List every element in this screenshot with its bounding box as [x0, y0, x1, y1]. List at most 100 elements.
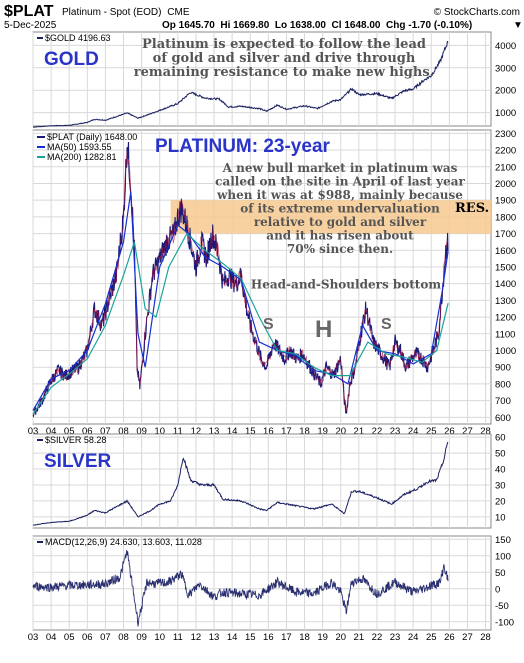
y-tick-label: 1500 — [495, 262, 516, 273]
y-tick-label: 1300 — [495, 296, 516, 307]
y-tick-label: 30 — [495, 480, 506, 491]
y-tick-label: 60 — [495, 433, 506, 444]
y-tick-label: 2000 — [495, 179, 516, 190]
panel-title-platinum: PLATINUM: 23-year — [155, 136, 331, 157]
ohlc-readout: Op 1645.70 Hi 1669.80 Lo 1638.00 Cl 1648… — [162, 20, 472, 31]
x-tick-label: 16 — [263, 426, 274, 437]
x-tick-label: 25 — [426, 426, 437, 437]
x-tick-label: 23 — [390, 632, 401, 643]
annotation-line: 70% since then. — [287, 242, 393, 256]
x-tick-label: 04 — [46, 426, 57, 437]
x-tick-label: 09 — [136, 426, 147, 437]
brand-label: © StockCharts.com — [434, 7, 520, 18]
series-line-ma50 — [32, 191, 449, 411]
x-tick-label: 13 — [209, 426, 220, 437]
date-label: 5-Dec-2025 — [4, 20, 57, 31]
y-tick-label: 50 — [495, 568, 506, 579]
x-tick-label: 11 — [173, 426, 183, 437]
series-line-plat — [32, 141, 449, 418]
x-tick-label: 16 — [263, 632, 274, 643]
legend-entry: $SILVER 58.28 — [45, 435, 106, 445]
x-tick-label: 03 — [28, 632, 39, 643]
x-tick-label: 25 — [426, 632, 437, 643]
x-tick-label: 20 — [335, 632, 346, 643]
x-tick-label: 27 — [462, 426, 473, 437]
panel-title-silver: SILVER — [44, 451, 111, 472]
x-tick-label: 17 — [281, 632, 292, 643]
x-tick-label: 05 — [64, 426, 75, 437]
x-tick-label: 10 — [154, 632, 165, 643]
annotation-line: when it was at $988, mainly because — [216, 188, 463, 202]
y-tick-label: 1100 — [495, 329, 515, 340]
y-tick-label: -50 — [495, 601, 509, 612]
series-line-silver — [33, 441, 449, 526]
legend-entry: $PLAT (Daily) 1648.00 — [47, 132, 137, 142]
instrument-name: Platinum - Spot (EOD) CME — [62, 7, 190, 18]
y-tick-label: 1400 — [495, 279, 516, 290]
y-tick-label: 1900 — [495, 196, 516, 207]
x-tick-label: 11 — [173, 632, 183, 643]
x-tick-label: 05 — [64, 632, 75, 643]
x-tick-label: 26 — [444, 426, 455, 437]
y-tick-label: 2100 — [495, 162, 516, 173]
down-marker-icon: ▼ — [513, 20, 523, 31]
annotation-line: Platinum is expected to follow the lead — [142, 37, 426, 52]
x-tick-label: 22 — [372, 426, 383, 437]
resistance-band — [170, 200, 491, 234]
y-tick-label: 1800 — [495, 212, 516, 223]
x-tick-label: 24 — [408, 426, 419, 437]
x-tick-label: 03 — [28, 426, 39, 437]
y-tick-label: 600 — [495, 413, 511, 424]
pattern-mark-right-shoulder: S — [381, 316, 392, 333]
x-tick-label: 27 — [462, 632, 473, 643]
x-tick-label: 13 — [209, 632, 220, 643]
x-tick-label: 19 — [317, 632, 328, 643]
y-tick-label: 2300 — [495, 129, 516, 140]
y-tick-label: 40 — [495, 465, 506, 476]
y-tick-label: 4000 — [495, 41, 516, 52]
legend-entry: MA(200) 1282.81 — [47, 152, 117, 162]
legend-entry: MACD(12,26,9) 24.630, 13.603, 11.028 — [45, 537, 202, 547]
y-tick-label: -100 — [495, 617, 514, 628]
x-tick-label: 06 — [82, 632, 93, 643]
y-tick-label: 10 — [495, 512, 506, 523]
y-tick-label: 800 — [495, 379, 511, 390]
annotation-line: of gold and silver and drive through — [153, 51, 416, 66]
x-tick-label: 26 — [444, 632, 455, 643]
y-tick-label: 150 — [495, 535, 511, 546]
panel-frame-gold — [32, 31, 492, 127]
x-tick-label: 15 — [245, 426, 256, 437]
annotation-line: of its extreme undervaluation — [240, 202, 440, 216]
y-tick-label: 3000 — [495, 63, 516, 74]
x-tick-label: 08 — [118, 426, 129, 437]
annotation-line: called on the site in April of last year — [215, 175, 465, 189]
y-tick-label: 0 — [495, 584, 500, 595]
x-tick-label: 20 — [335, 426, 346, 437]
panel-title-gold: GOLD — [44, 49, 99, 70]
panel-frame-silver — [32, 433, 492, 529]
y-tick-label: 1600 — [495, 246, 516, 257]
y-tick-label: 2200 — [495, 146, 516, 157]
x-tick-label: 21 — [354, 426, 365, 437]
x-tick-label: 22 — [372, 632, 383, 643]
annotation-line: A new bull market in platinum was — [222, 161, 458, 175]
x-tick-label: 04 — [46, 632, 57, 643]
series-line-ma200 — [32, 232, 449, 415]
x-tick-label: 12 — [191, 426, 202, 437]
y-tick-label: 1200 — [495, 313, 516, 324]
x-tick-label: 07 — [100, 426, 111, 437]
x-tick-label: 17 — [281, 426, 292, 437]
legend-entry: $GOLD 4196.63 — [45, 33, 111, 43]
x-tick-label: 24 — [408, 632, 419, 643]
x-tick-label: 07 — [100, 632, 111, 643]
x-tick-label: 14 — [227, 632, 238, 643]
y-tick-label: 1700 — [495, 229, 516, 240]
x-tick-label: 08 — [118, 632, 129, 643]
y-tick-label: 900 — [495, 363, 511, 374]
x-tick-label: 15 — [245, 632, 256, 643]
y-tick-label: 1000 — [495, 108, 516, 119]
x-tick-label: 23 — [390, 426, 401, 437]
series-line-gold — [33, 41, 449, 128]
x-tick-label: 21 — [354, 632, 365, 643]
